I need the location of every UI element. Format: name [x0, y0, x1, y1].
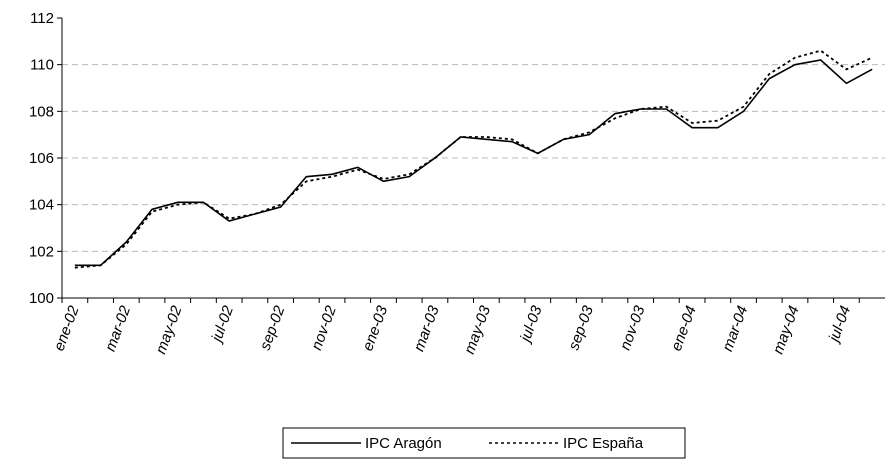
x-tick-label: nov-02: [308, 303, 340, 353]
x-tick-label: sep-02: [257, 303, 289, 353]
legend-label: IPC Aragón: [365, 435, 442, 452]
y-tick-label: 110: [30, 57, 54, 74]
y-tick-label: 112: [30, 10, 54, 27]
x-tick-label: sep-03: [565, 303, 597, 353]
x-tick-label: jul-03: [516, 303, 545, 346]
x-tick-label: mar-02: [102, 303, 134, 354]
y-tick-label: 100: [29, 290, 54, 307]
series-line: [74, 49, 873, 269]
x-tick-label: may-03: [461, 303, 494, 356]
x-tick-label: may-04: [770, 304, 803, 357]
x-tick-label: may-02: [152, 303, 185, 356]
x-tick-label: jul-02: [208, 303, 237, 346]
x-tick-label: nov-03: [617, 303, 649, 353]
y-tick-label: 102: [29, 243, 54, 260]
legend-label: IPC España: [563, 435, 644, 452]
y-tick-label: 104: [29, 197, 54, 214]
x-tick-label: ene-02: [51, 303, 83, 353]
x-tick-label: mar-04: [719, 304, 751, 354]
y-tick-label: 108: [29, 103, 54, 120]
x-tick-label: ene-04: [668, 304, 700, 354]
y-tick-label: 106: [29, 150, 54, 167]
series-line: [74, 59, 873, 267]
x-tick-label: mar-03: [411, 303, 443, 354]
x-tick-label: ene-03: [359, 303, 391, 353]
x-tick-label: jul-04: [825, 304, 854, 346]
